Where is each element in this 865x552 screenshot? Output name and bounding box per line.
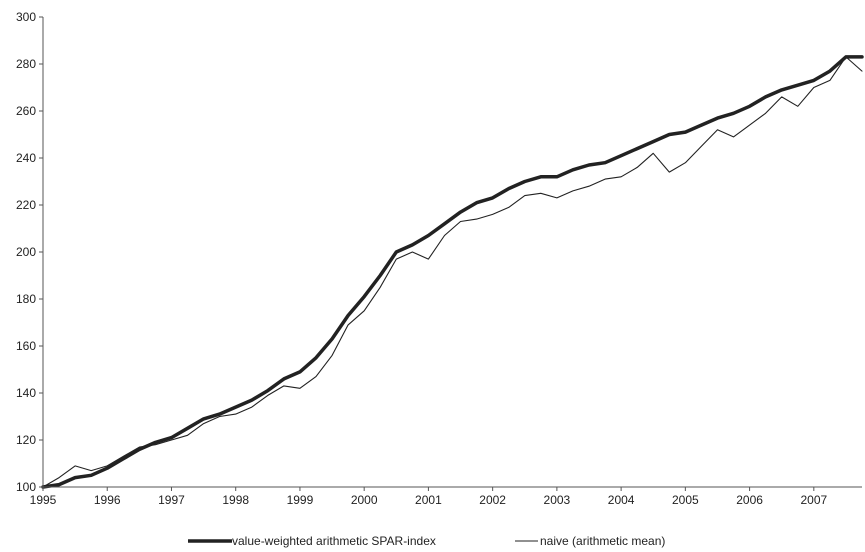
y-tick-label: 200 bbox=[16, 245, 36, 259]
x-tick-label: 2005 bbox=[672, 493, 699, 507]
series-line-naive bbox=[42, 56, 863, 488]
y-tick-label: 140 bbox=[16, 386, 36, 400]
y-tick-label: 220 bbox=[16, 198, 36, 212]
legend-label-value-weighted: value-weighted arithmetic SPAR-index bbox=[232, 534, 436, 548]
y-tick-label: 260 bbox=[16, 104, 36, 118]
series-line-value-weighted bbox=[41, 55, 864, 489]
y-tick-label: 300 bbox=[16, 10, 36, 24]
x-tick-label: 2004 bbox=[608, 493, 635, 507]
x-tick-label: 1997 bbox=[158, 493, 185, 507]
x-tick-label: 2000 bbox=[351, 493, 378, 507]
x-tick-label: 1995 bbox=[30, 493, 57, 507]
y-tick-label: 100 bbox=[16, 480, 36, 494]
x-tick-label: 1999 bbox=[287, 493, 314, 507]
y-tick-label: 280 bbox=[16, 57, 36, 71]
y-tick-label: 160 bbox=[16, 339, 36, 353]
plot-lines bbox=[41, 55, 864, 489]
x-tick-label: 2002 bbox=[479, 493, 506, 507]
x-tick-label: 2001 bbox=[415, 493, 442, 507]
legend-label-naive: naive (arithmetic mean) bbox=[540, 534, 665, 548]
x-tick-label: 2003 bbox=[544, 493, 571, 507]
legend: value-weighted arithmetic SPAR-index nai… bbox=[188, 534, 665, 548]
x-tick-label: 1996 bbox=[94, 493, 121, 507]
x-tick-label: 2006 bbox=[736, 493, 763, 507]
y-tick-label: 240 bbox=[16, 151, 36, 165]
y-tick-label: 120 bbox=[16, 433, 36, 447]
x-tick-label: 1998 bbox=[222, 493, 249, 507]
x-tick-label: 2007 bbox=[800, 493, 827, 507]
tick-labels: 100 120 140 160 180 200 220 240 260 280 300 1995 199… bbox=[16, 10, 828, 507]
axes bbox=[39, 16, 862, 491]
y-tick-label: 180 bbox=[16, 292, 36, 306]
